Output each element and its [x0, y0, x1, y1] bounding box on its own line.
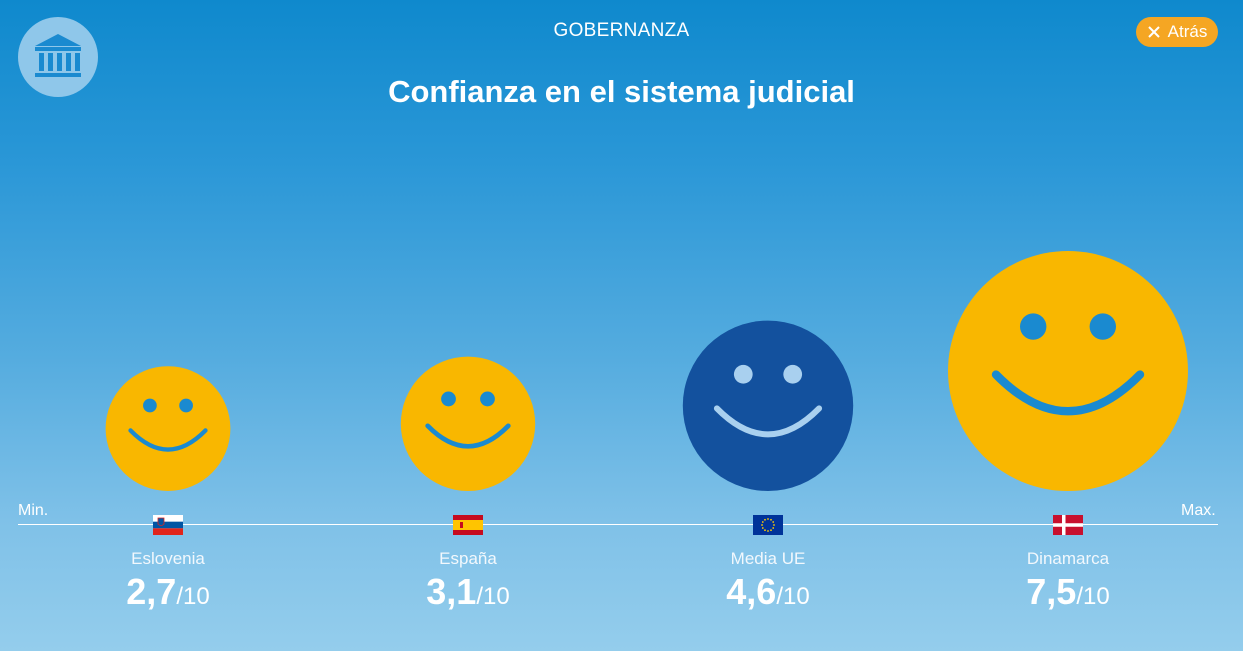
- smiley-eu-average: [682, 320, 854, 491]
- axis-min-label: Min.: [18, 502, 49, 519]
- smiley-eye-right: [480, 391, 495, 407]
- smiley-face: [105, 366, 231, 491]
- country-name: Eslovenia: [131, 549, 205, 568]
- smiley-face: [948, 251, 1188, 491]
- country-eu-average: Media UE 4,6/10: [648, 515, 888, 613]
- smiley-eye-left: [441, 391, 456, 407]
- smiley-eye-left: [1019, 313, 1047, 340]
- score: 4,6/10: [648, 571, 888, 613]
- score-value: 4,6: [726, 571, 777, 612]
- country-name: España: [439, 549, 497, 568]
- smiley-eye-right: [179, 398, 193, 413]
- smiley-eye-left: [143, 398, 157, 413]
- country-name: Dinamarca: [1026, 549, 1110, 568]
- axis-line: [18, 524, 1218, 525]
- spain-flag: [453, 515, 483, 535]
- score-value: 7,5: [1026, 571, 1077, 612]
- smiley-eye-right: [783, 364, 803, 384]
- score-value: 3,1: [426, 571, 477, 612]
- denmark-flag: [1053, 515, 1083, 535]
- score-value: 2,7: [126, 571, 177, 612]
- country-denmark: Dinamarca 7,5/10: [948, 515, 1188, 613]
- page-title: Confianza en el sistema judicial: [388, 74, 855, 109]
- smiley-slovenia: [105, 366, 231, 491]
- institution-building-icon: [18, 17, 98, 97]
- eu-flag: [753, 515, 783, 535]
- slovenia-flag: [153, 515, 183, 535]
- score-denominator: /10: [476, 583, 510, 610]
- score: 2,7/10: [48, 571, 288, 613]
- smiley-mouth: [713, 405, 823, 438]
- score-denominator: /10: [1076, 583, 1110, 610]
- score: 7,5/10: [948, 571, 1188, 613]
- smiley-eye-left: [733, 364, 753, 384]
- score: 3,1/10: [348, 571, 588, 613]
- score-denominator: /10: [776, 583, 810, 610]
- smiley-mouth: [991, 370, 1145, 416]
- country-slovenia: Eslovenia 2,7/10: [48, 515, 288, 613]
- country-spain: España 3,1/10: [348, 515, 588, 613]
- score-denominator: /10: [176, 583, 210, 610]
- smiley-spain: [400, 356, 536, 491]
- axis-max-label: Max.: [1181, 502, 1216, 519]
- smiley-denmark: [948, 251, 1188, 491]
- smiley-mouth: [128, 428, 208, 452]
- country-name: Media UE: [730, 549, 806, 568]
- smiley-face: [682, 320, 854, 491]
- back-button-label: Atrás: [1167, 22, 1208, 41]
- close-icon: [1147, 26, 1160, 38]
- smiley-eye-right: [1089, 313, 1117, 340]
- section-title: GOBERNANZA: [553, 20, 690, 41]
- back-button[interactable]: Atrás: [1136, 17, 1218, 47]
- smiley-mouth: [425, 423, 511, 449]
- smiley-face: [400, 356, 536, 491]
